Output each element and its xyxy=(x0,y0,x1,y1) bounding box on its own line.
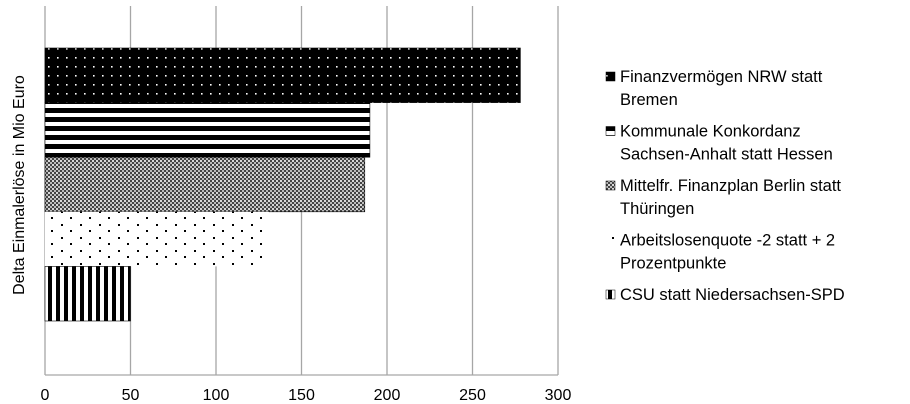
x-tick-label: 200 xyxy=(374,387,401,404)
bar xyxy=(44,47,521,103)
legend-swatch xyxy=(606,235,615,245)
bar xyxy=(44,102,371,158)
x-axis-tick-labels: 0 50 100 150 200 250 300 xyxy=(41,387,572,404)
x-tick-label: 300 xyxy=(545,387,572,404)
legend-label: Mittelfr. Finanzplan Berlin statt xyxy=(620,177,841,195)
x-tick-label: 0 xyxy=(41,387,50,404)
legend-label: Prozentpunkte xyxy=(620,255,726,273)
legend-label: Arbeitslosenquote -2 statt + 2 xyxy=(620,232,835,250)
x-tick-label: 50 xyxy=(122,387,140,404)
bar xyxy=(45,211,270,267)
legend-label: Kommunale Konkordanz xyxy=(620,123,801,141)
legend-label: Bremen xyxy=(620,91,678,109)
plot-area xyxy=(44,6,559,376)
x-tick-label: 150 xyxy=(288,387,315,404)
x-tick-label: 250 xyxy=(459,387,486,404)
legend-label: Finanzvermögen NRW statt xyxy=(620,68,823,86)
bar xyxy=(44,266,131,322)
y-axis-label: Delta Einmalerlöse in Mio Euro xyxy=(11,75,28,295)
x-tick-label: 100 xyxy=(203,387,230,404)
legend-swatch xyxy=(605,180,616,191)
bar xyxy=(44,156,366,213)
legend: Finanzvermögen NRW statt Bremen Kommunale … xyxy=(605,68,845,304)
legend-label: Sachsen-Anhalt statt Hessen xyxy=(620,146,833,164)
legend-swatch xyxy=(605,126,616,136)
legend-label: Thüringen xyxy=(620,200,694,218)
legend-label: CSU statt Niedersachsen-SPD xyxy=(620,286,845,304)
legend-swatch xyxy=(605,71,616,82)
legend-swatch xyxy=(605,289,616,300)
